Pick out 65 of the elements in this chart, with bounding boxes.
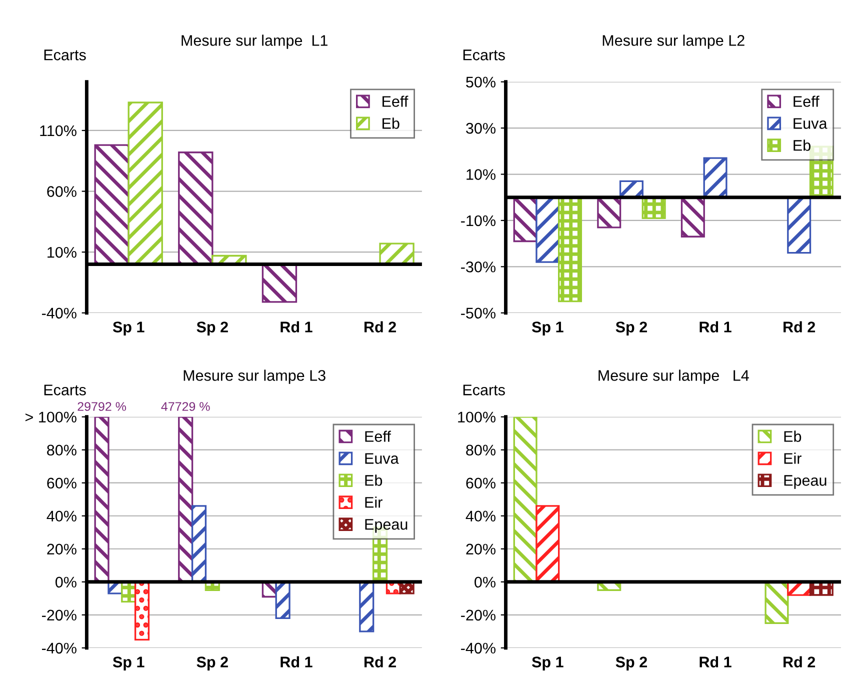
y-tick-label: -30% [461, 262, 496, 272]
x-tick-label: Rd 1 [700, 321, 732, 332]
legend-label: Eb [784, 430, 802, 442]
y-tick-label: -40% [42, 642, 76, 654]
y-axis-title: Ecarts [44, 384, 86, 396]
legend-label: Eeff [794, 96, 820, 107]
y-tick-label: 0% [474, 576, 496, 588]
x-tick-label: Rd 2 [364, 656, 396, 668]
x-tick-label: Rd 1 [700, 656, 732, 668]
y-tick-label: 60% [47, 186, 76, 197]
x-tick-label: Sp 2 [616, 322, 647, 336]
chart-title: Mesure sur lampe L4 [598, 370, 749, 384]
x-tick-label: Sp 2 [616, 656, 647, 670]
y-tick-label: -20% [461, 610, 496, 621]
y-tick-label: 80% [466, 444, 496, 456]
legend-label: Euva [794, 118, 828, 129]
x-tick-label: Rd 1 [280, 321, 312, 332]
legend-label: Eeff [382, 96, 408, 107]
y-tick-label: 30% [466, 122, 496, 134]
y-tick-label: 10% [48, 246, 76, 258]
y-axis-title: Ecarts [463, 50, 505, 60]
legend-label: Eir [365, 496, 382, 508]
y-tick-label: 80% [47, 444, 76, 456]
legend-label: Eb [794, 140, 810, 151]
legend-label: Epeau [365, 519, 408, 533]
x-tick-label: Rd 2 [784, 321, 816, 332]
y-axis-title: Ecarts [44, 50, 86, 60]
x-tick-label: Sp 2 [196, 322, 228, 336]
legend-label: Epeau [784, 475, 826, 489]
x-tick-label: Sp 1 [532, 656, 564, 670]
y-tick-label: 110% [40, 125, 76, 136]
y-tick-label: 40% [46, 510, 76, 522]
text: 29792 % [78, 402, 126, 411]
y-tick-label: -50% [461, 308, 496, 319]
legend-label: Eeff [365, 430, 391, 442]
y-tick-label: 50% [466, 76, 496, 88]
y-tick-label: 60% [466, 478, 496, 489]
y-tick-label: -40% [461, 642, 496, 654]
chart-title: Mesure sur lampe L1 [182, 34, 328, 49]
y-tick-label: 10% [466, 169, 496, 180]
chart-title: Mesure sur lampe L2 [602, 34, 744, 49]
x-tick-label: Sp 2 [196, 656, 228, 670]
x-tick-label: Rd 2 [364, 321, 396, 332]
y-tick-label: -40% [42, 308, 76, 319]
x-tick-label: Rd 2 [784, 656, 816, 668]
text: 47729 % [161, 402, 210, 411]
legend-label: Eb [365, 474, 382, 486]
y-tick-label: -10% [461, 215, 496, 226]
y-axis-title: Ecarts [463, 384, 505, 396]
x-tick-label: Rd 1 [280, 656, 312, 668]
y-tick-label: 20% [47, 544, 76, 555]
x-tick-label: Sp 1 [112, 656, 144, 670]
y-tick-label: 60% [47, 478, 76, 489]
legend-label: Eir [784, 452, 802, 464]
x-tick-label: Sp 1 [112, 322, 144, 336]
legend-label: Eb [382, 118, 400, 129]
legend-label: Euva [365, 453, 399, 464]
y-tick-label: -20% [42, 610, 76, 621]
x-tick-label: Sp 1 [532, 322, 564, 336]
y-tick-label: 100% [458, 412, 496, 423]
y-tick-label: 0% [55, 576, 76, 588]
y-tick-label: > 100% [25, 412, 76, 423]
y-tick-label: 20% [466, 544, 496, 555]
chart-title: Mesure sur lampe L3 [184, 370, 326, 384]
y-tick-label: 40% [466, 510, 496, 522]
